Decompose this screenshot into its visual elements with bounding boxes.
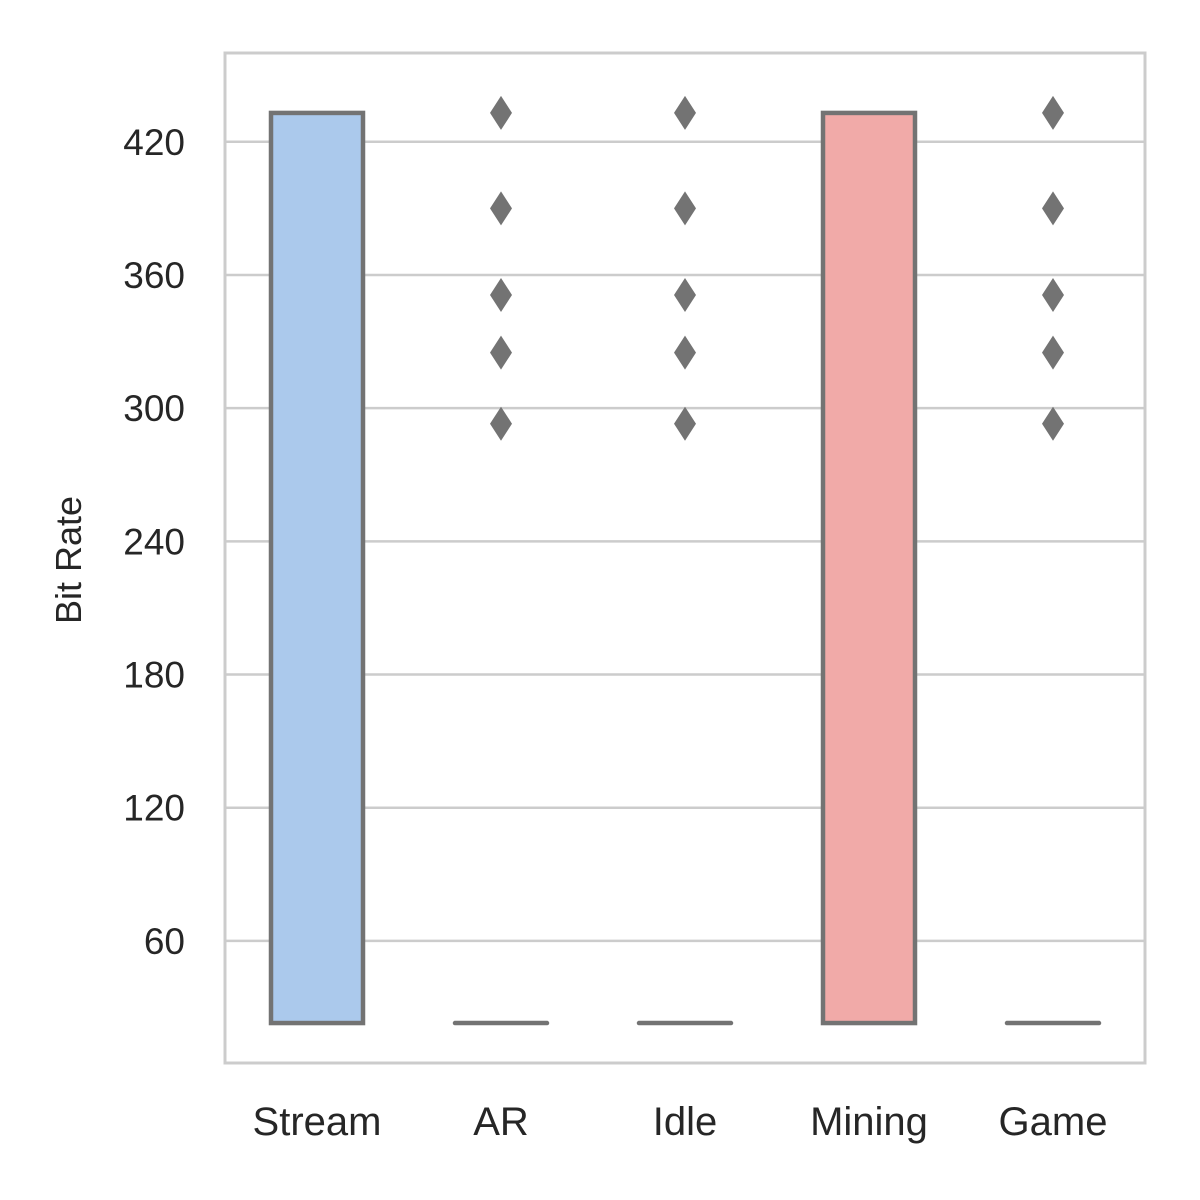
outlier-point bbox=[1042, 277, 1064, 312]
outlier-point bbox=[490, 406, 512, 441]
x-tick-label: Mining bbox=[810, 1100, 928, 1144]
outlier-point bbox=[1042, 95, 1064, 130]
x-tick-label: AR bbox=[473, 1100, 529, 1144]
outlier-point bbox=[490, 335, 512, 370]
y-tick-label: 120 bbox=[123, 788, 185, 829]
outlier-point bbox=[674, 277, 696, 312]
y-tick-label: 300 bbox=[123, 388, 185, 429]
outlier-point bbox=[674, 406, 696, 441]
y-tick-labels: 60 120 180 240 300 360 420 bbox=[123, 122, 185, 962]
y-tick-label: 360 bbox=[123, 255, 185, 296]
y-axis-label: Bit Rate bbox=[48, 496, 89, 624]
plot-frame bbox=[223, 51, 1147, 1065]
y-tick-label: 420 bbox=[123, 122, 185, 163]
outlier-point bbox=[490, 95, 512, 130]
boxes bbox=[268, 110, 1102, 1026]
x-tick-label: Idle bbox=[653, 1100, 718, 1144]
x-tick-label: Stream bbox=[253, 1100, 382, 1144]
x-tick-label: Game bbox=[999, 1100, 1108, 1144]
x-tick-labels: Stream AR Idle Mining Game bbox=[253, 1100, 1108, 1144]
outlier-points bbox=[490, 95, 1064, 441]
outlier-point bbox=[490, 277, 512, 312]
y-tick-label: 60 bbox=[144, 921, 185, 962]
outlier-point bbox=[674, 335, 696, 370]
y-tick-label: 240 bbox=[123, 521, 185, 562]
outlier-point bbox=[674, 95, 696, 130]
box-mining bbox=[820, 110, 918, 1026]
outlier-point bbox=[1042, 191, 1064, 226]
box-stream bbox=[268, 110, 366, 1026]
outlier-point bbox=[490, 191, 512, 226]
outlier-point bbox=[1042, 335, 1064, 370]
y-tick-label: 180 bbox=[123, 655, 185, 696]
outlier-point bbox=[1042, 406, 1064, 441]
outlier-point bbox=[674, 191, 696, 226]
